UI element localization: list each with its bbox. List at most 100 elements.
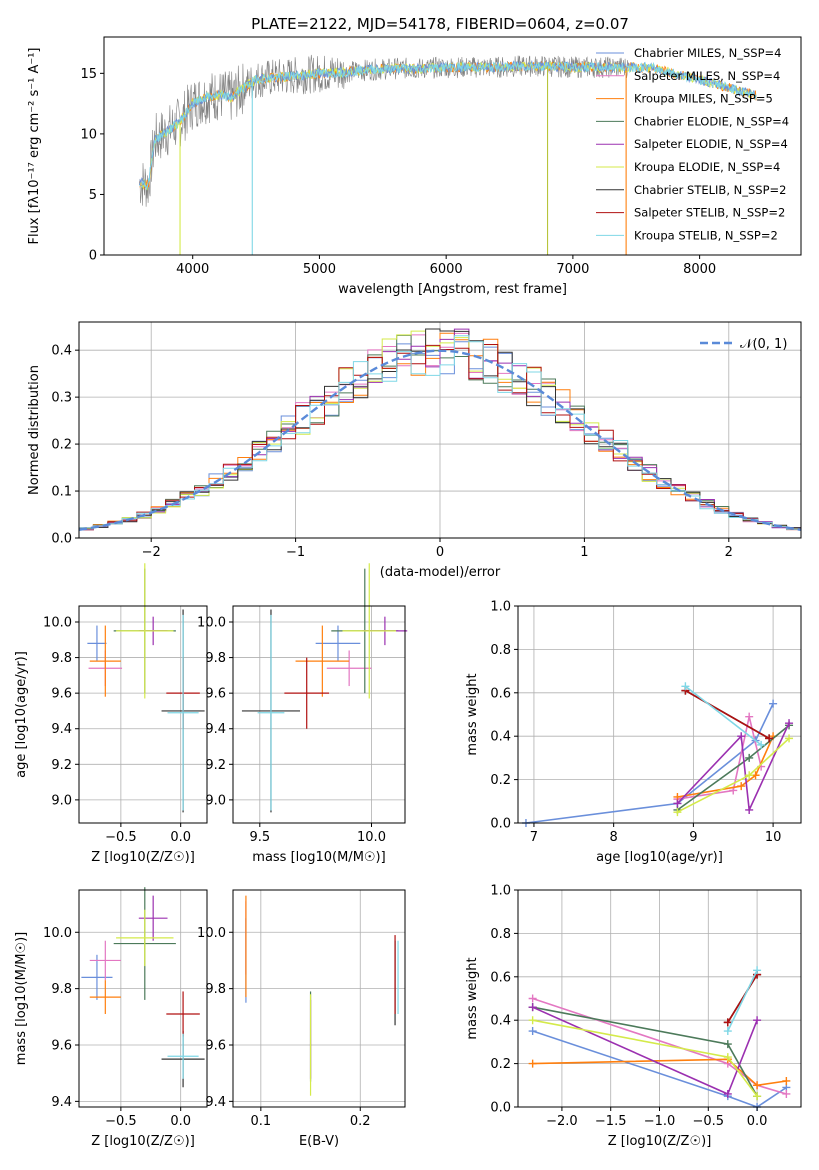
y-axis-label: Normed distribution	[27, 365, 42, 495]
x-tick-label: −2	[142, 545, 161, 560]
y-tick-label: 0.3	[51, 391, 72, 406]
data-point	[723, 1027, 732, 1036]
x-axis-label: E(B-V)	[299, 1134, 339, 1149]
data-point	[528, 1059, 537, 1068]
data-point	[528, 1027, 537, 1036]
data-point	[673, 808, 682, 817]
legend-entry: Kroupa MILES, N_SSP=5	[634, 92, 773, 106]
y-tick-label: 9.2	[51, 758, 72, 773]
normal-curve	[78, 349, 802, 531]
y-tick-label: 9.0	[51, 793, 72, 808]
data-point	[745, 753, 754, 762]
y-tick-label: 9.6	[205, 687, 226, 702]
y-tick-label: 0.0	[51, 532, 72, 547]
data-point	[528, 1016, 537, 1025]
y-tick-label: 9.8	[205, 651, 226, 666]
legend-entry: Salpeter STELIB, N_SSP=2	[634, 206, 785, 220]
data-point	[745, 771, 754, 780]
y-tick-label: 0.0	[490, 1101, 511, 1116]
y-tick-label: 0	[89, 249, 97, 264]
y-tick-label: 10.0	[43, 926, 72, 941]
data-point	[723, 1089, 732, 1098]
series-line	[727, 969, 758, 1032]
y-tick-label: 9.4	[51, 1095, 72, 1110]
data-point	[757, 740, 766, 749]
y-tick-label: 9.6	[51, 687, 72, 702]
y-tick-label: 9.8	[205, 982, 226, 997]
model-spectrum	[139, 60, 757, 191]
series-line	[532, 1058, 787, 1087]
data-point	[765, 734, 774, 743]
y-tick-label: 0.4	[490, 1014, 511, 1029]
data-point	[769, 699, 778, 708]
y-tick-label: 1.0	[490, 884, 511, 899]
y-tick-label: 9.6	[205, 1039, 226, 1054]
axes-frame	[78, 889, 208, 1108]
data-point	[753, 1081, 762, 1090]
data-point	[737, 782, 746, 791]
data-point	[723, 1018, 732, 1027]
y-tick-label: 0.2	[490, 1057, 511, 1072]
series-line	[676, 722, 790, 813]
series-line	[677, 716, 762, 800]
axes-frame	[517, 605, 802, 824]
data-point	[782, 1076, 791, 1085]
x-tick-label: 4000	[176, 262, 209, 277]
series-line	[727, 974, 758, 1023]
histogram-series	[79, 344, 801, 531]
y-axis-label: mass weight	[465, 957, 480, 1039]
y-tick-label: 0.4	[51, 344, 72, 359]
data-point	[785, 734, 794, 743]
y-tick-label: 0.6	[490, 686, 511, 701]
observed-spectrum	[139, 54, 629, 207]
axes-frame	[78, 605, 208, 824]
legend-entry: Kroupa STELIB, N_SSP=2	[634, 228, 778, 242]
y-axis-label: age [log10(age/yr)]	[14, 651, 29, 778]
x-axis-label: mass [log10(M/M☉)]	[252, 850, 385, 865]
y-tick-label: 10.0	[43, 616, 72, 631]
data-point	[745, 712, 754, 721]
x-tick-label: 7	[530, 830, 538, 845]
x-tick-label: −0.5	[693, 1114, 725, 1129]
x-tick-label: −1.0	[644, 1114, 676, 1129]
data-point	[753, 966, 762, 975]
legend-entry: Salpeter ELODIE, N_SSP=4	[634, 137, 788, 151]
series-line	[677, 737, 790, 813]
x-tick-label: 0.0	[747, 1114, 768, 1129]
series-line	[532, 1019, 758, 1097]
legend-entry: 𝒩(0, 1)	[740, 337, 787, 352]
x-tick-label: 0.0	[170, 1114, 191, 1129]
x-tick-label: 0.0	[170, 830, 191, 845]
x-tick-label: 5000	[303, 262, 336, 277]
series-line	[677, 735, 774, 798]
x-tick-label: −0.5	[105, 1114, 137, 1129]
data-point	[753, 1016, 762, 1025]
y-tick-label: 0.6	[490, 970, 511, 985]
x-axis-label: age [log10(age/yr)]	[596, 850, 723, 865]
x-tick-label: 9	[689, 830, 697, 845]
y-tick-label: 10.0	[197, 616, 226, 631]
data-point	[753, 1092, 762, 1101]
data-point	[745, 805, 754, 814]
series-line	[685, 689, 770, 740]
y-tick-label: 0.4	[490, 730, 511, 745]
x-tick-label: 6000	[430, 262, 463, 277]
legend-entry: Kroupa ELODIE, N_SSP=4	[634, 160, 780, 174]
y-tick-label: 15	[80, 67, 97, 82]
x-tick-label: 0.1	[250, 1114, 271, 1129]
legend-entry: Chabrier STELIB, N_SSP=2	[634, 183, 786, 197]
y-tick-label: 9.4	[205, 1095, 226, 1110]
series-line	[532, 997, 787, 1095]
data-point	[681, 682, 690, 691]
x-tick-label: 7000	[556, 262, 589, 277]
axes-frame	[232, 605, 406, 824]
data-point	[528, 1003, 537, 1012]
y-tick-label: 9.6	[51, 1039, 72, 1054]
y-tick-label: 9.2	[205, 758, 226, 773]
y-tick-label: 9.4	[51, 722, 72, 737]
y-tick-label: 0.2	[51, 438, 72, 453]
y-tick-label: 1.0	[490, 600, 511, 615]
figure-title: PLATE=2122, MJD=54178, FIBERID=0604, z=0…	[251, 15, 629, 33]
data-point	[785, 719, 794, 728]
